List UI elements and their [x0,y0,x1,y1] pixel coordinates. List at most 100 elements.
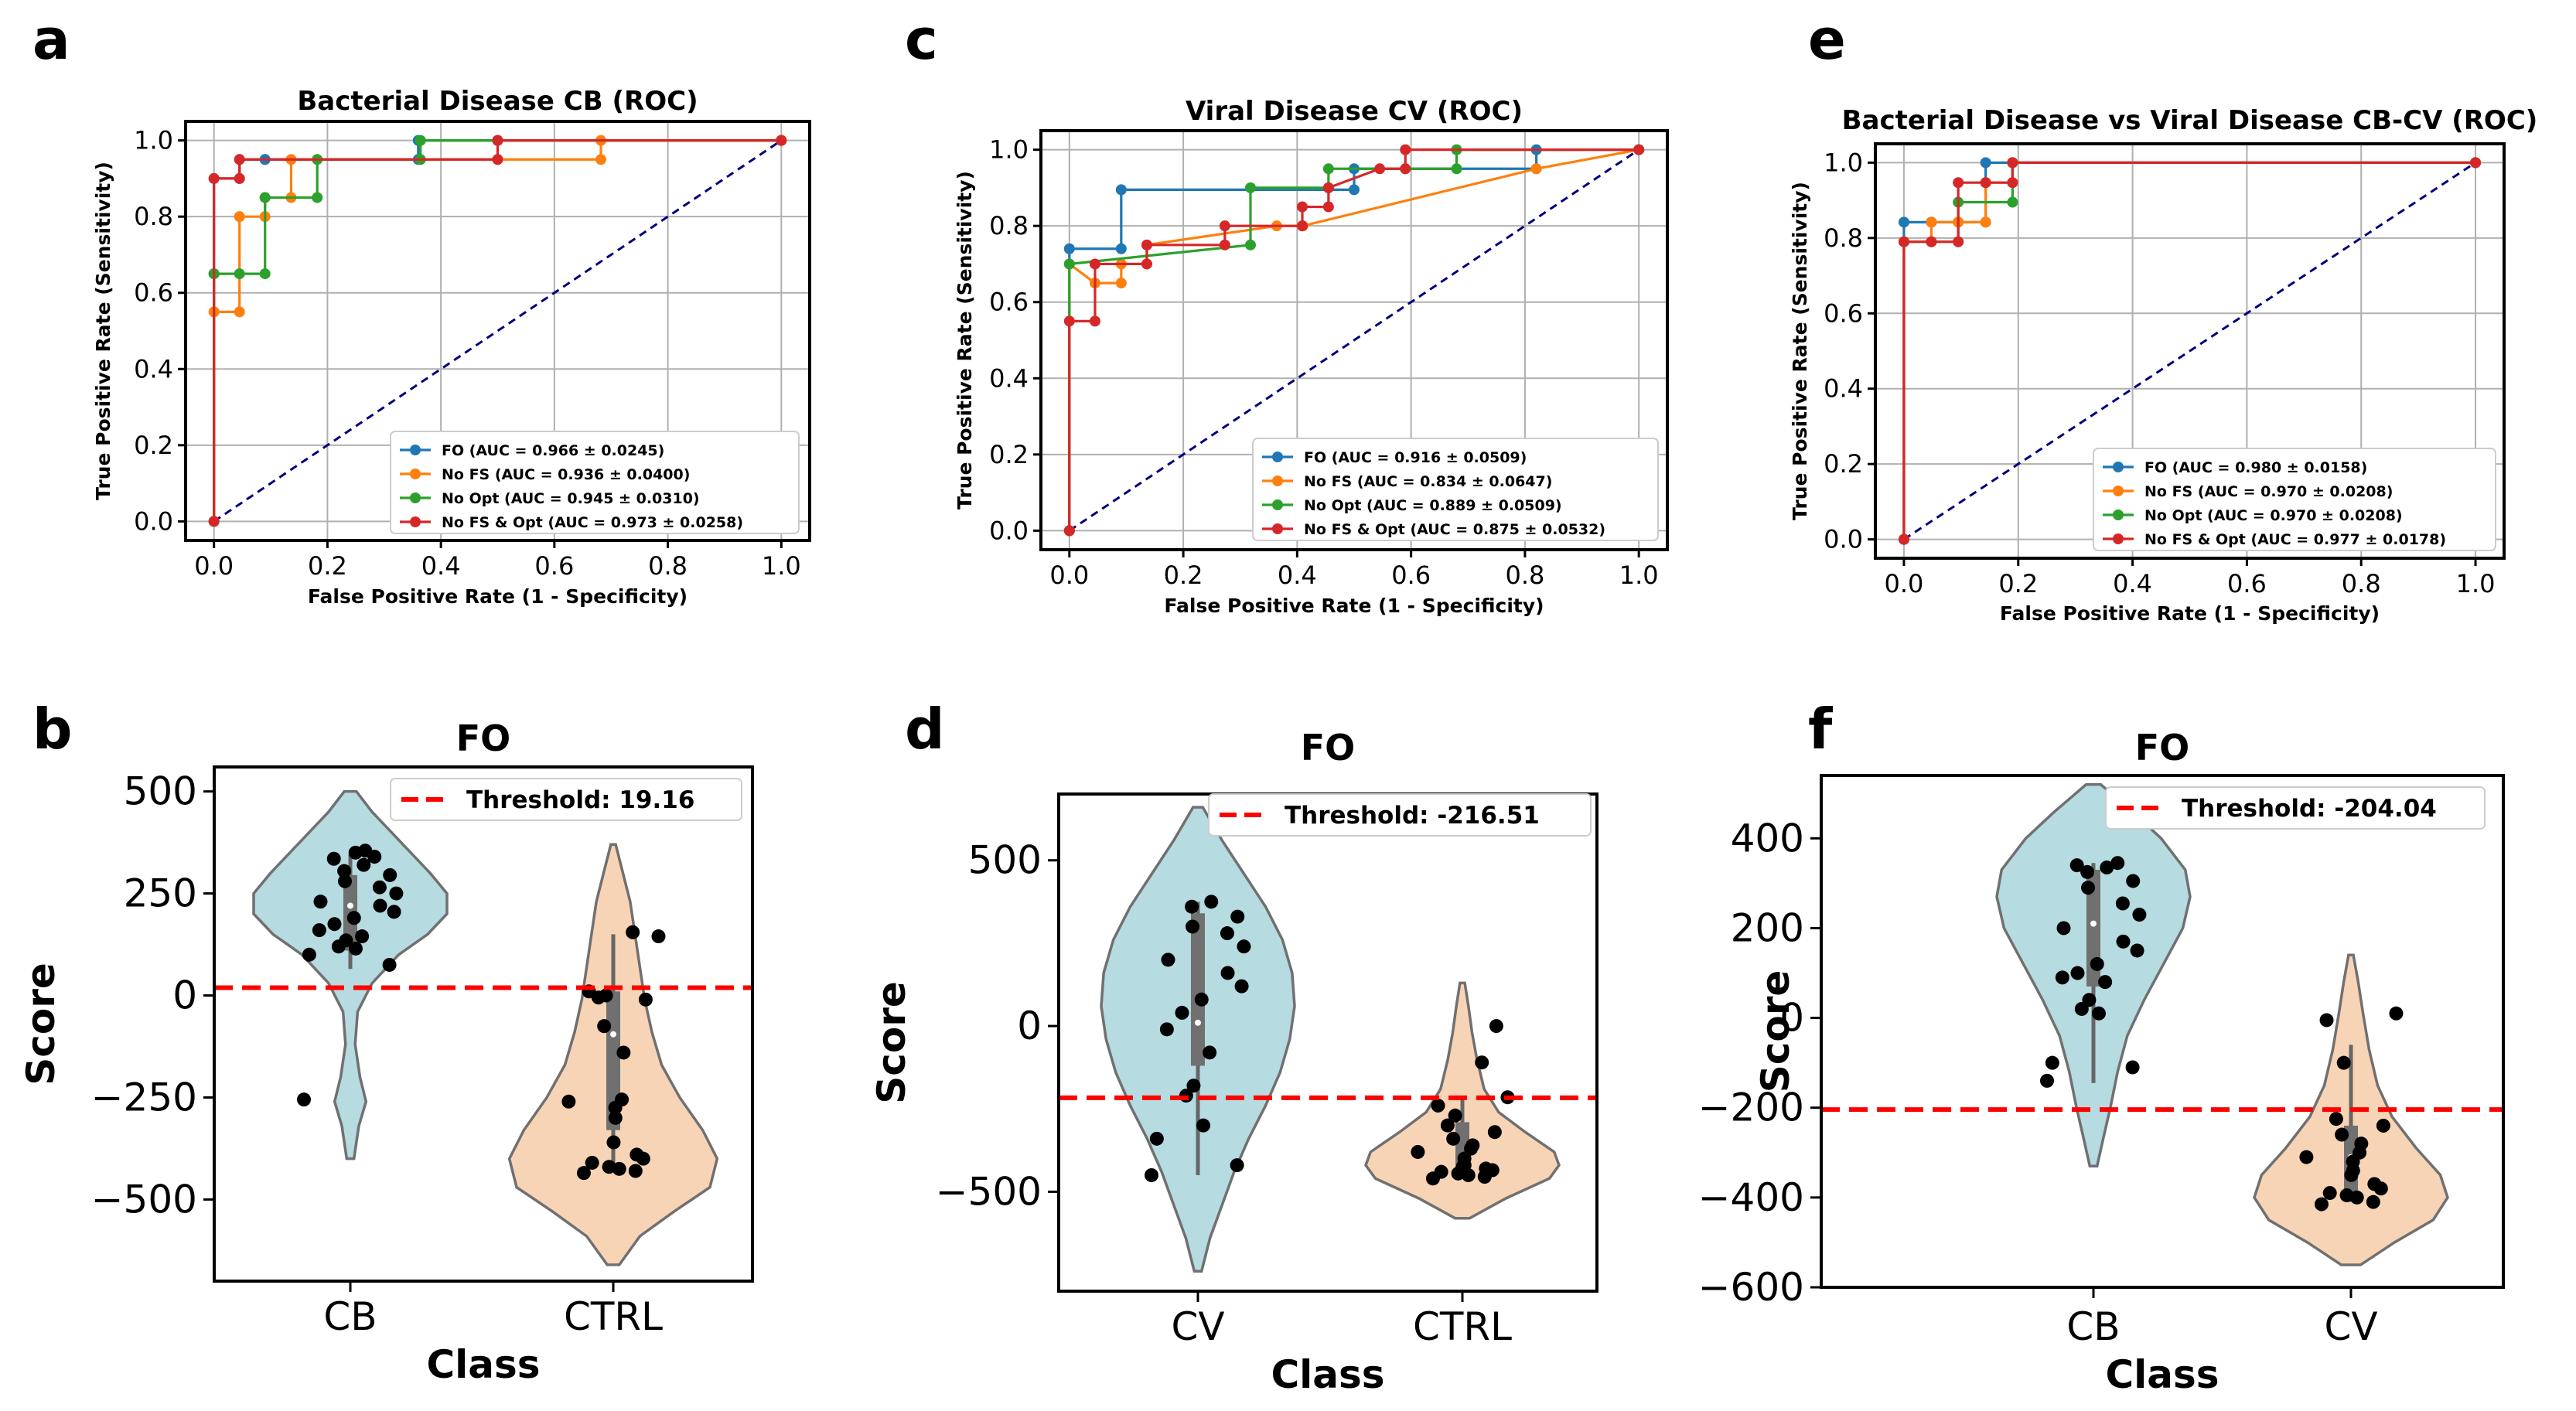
chart-title: Bacterial Disease CB (ROC) [297,86,698,117]
legend-entry: No FS & Opt (AUC = 0.973 ± 0.0258) [442,514,743,531]
data-point [1230,909,1245,924]
roc-data-point [1953,177,1964,189]
roc-data-point [1898,533,1909,545]
y-axis-label: True Positive Rate (Sensitivity) [954,171,976,510]
legend-entry: No Opt (AUC = 0.889 ± 0.0509) [1304,497,1562,514]
legend-swatch-marker [410,445,421,455]
data-point [1220,926,1234,941]
y-tick-label: 0.0 [134,506,173,536]
data-point [585,1155,599,1170]
y-tick-label: 0.4 [134,354,173,383]
y-tick-label: 0.2 [134,431,173,460]
violin-iqr-box [1191,913,1205,1066]
roc-data-point [595,154,607,165]
chart-title: FO [2135,727,2190,769]
x-tick-label: 0.0 [1885,569,1924,598]
x-axis-label: Class [2105,1352,2219,1397]
legend-entry: FO (AUC = 0.966 ± 0.0245) [442,442,664,459]
legend-box [390,431,800,534]
data-point [1446,1131,1461,1146]
data-point [2367,1177,2382,1191]
x-tick-label: 0.2 [308,551,347,581]
x-tick-label: 0.0 [1049,561,1089,590]
data-point [2336,1055,2351,1070]
chance-diagonal-line [1903,162,2476,540]
data-point [1411,1144,1425,1159]
data-point [626,925,640,939]
data-point [2366,1195,2380,1209]
legend-entry: No FS & Opt (AUC = 0.977 ± 0.0178) [2144,531,2446,548]
data-point [1149,1131,1164,1146]
y-tick-label: 1.0 [134,126,173,155]
x-tick-label: 0.4 [1278,561,1317,590]
y-tick-label: 0.8 [134,202,173,231]
roc-data-point [2007,196,2018,208]
roc-data-point [1141,239,1152,251]
panel-letter-b: b [32,697,73,762]
roc-data-point [1115,278,1127,289]
data-point [2090,956,2104,971]
y-tick-label: 0.6 [1824,298,1863,328]
roc-data-point [259,268,271,280]
legend-entry: Threshold: -216.51 [1285,802,1540,830]
legend-swatch-marker [410,492,421,503]
data-point [1186,1079,1201,1093]
legend-box [2105,786,2486,830]
data-point [346,911,361,925]
y-tick-label: −500 [936,1169,1042,1214]
chart-title: Bacterial Disease vs Viral Disease CB-CV… [1842,105,2538,136]
roc-data-point [2007,177,2018,189]
data-point [2082,993,2097,1007]
panel-letter-a: a [32,7,70,72]
roc-data-point [1063,315,1075,327]
x-tick-label: 0.6 [534,551,574,581]
legend-entry: No FS (AUC = 0.970 ± 0.0208) [2144,483,2393,500]
x-tick-label: CB [323,1294,377,1339]
roc-series-line [1068,148,1639,531]
roc-series-2 [208,135,787,527]
legend-entry: No Opt (AUC = 0.970 ± 0.0208) [2144,507,2403,524]
roc-data-point [1063,258,1075,270]
roc-data-point [234,154,245,165]
roc-chart-c: 0.0 0.2 0.4 0.6 0.8 1.0 0.0 0.2 0.4 0.6 0.8 1.0 Vira… [954,96,1669,617]
x-tick-label: 0.6 [2227,569,2267,598]
roc-data-point [492,135,503,146]
y-tick-label: −500 [91,1177,197,1222]
roc-data-point [1322,182,1334,193]
data-point [2389,1006,2404,1021]
y-tick-label: 0.4 [989,363,1029,393]
data-point [2376,1118,2390,1133]
x-tick-label: CTRL [1413,1304,1512,1349]
violin-CB [252,789,449,1160]
roc-data-point [1089,258,1100,270]
roc-data-point [1898,236,1909,247]
roc-data-point [1141,258,1152,270]
y-tick-label: 0.6 [134,278,173,308]
violin-median-marker [610,1031,616,1038]
data-point [383,867,397,882]
legend-swatch-marker [2113,486,2124,496]
violin-CTRL [507,843,719,1266]
legend: FO (AUC = 0.916 ± 0.0509) No FS (AUC = 0.… [1252,438,1659,541]
data-point [338,874,353,888]
x-tick-label: CV [2324,1304,2377,1349]
x-tick-label: 0.2 [1164,561,1203,590]
legend-box [390,778,742,821]
roc-data-point [1530,163,1542,175]
y-tick-label: 0 [1779,996,1804,1041]
data-point [348,941,363,956]
plot-frame [184,120,811,542]
violin-body [252,789,449,1160]
data-point [615,1092,629,1107]
panel-letter-c: c [905,7,938,72]
y-tick-label: 0 [172,973,197,1018]
roc-data-point [492,154,503,165]
data-point [1448,1108,1462,1123]
roc-data-point [1115,243,1127,254]
y-tick-label: 0.4 [1824,374,1863,404]
violin-CB [1995,782,2192,1167]
data-point [1196,1118,1210,1133]
x-axis-label: Class [426,1342,540,1387]
data-point [2322,1186,2337,1201]
data-point [2055,970,2069,985]
